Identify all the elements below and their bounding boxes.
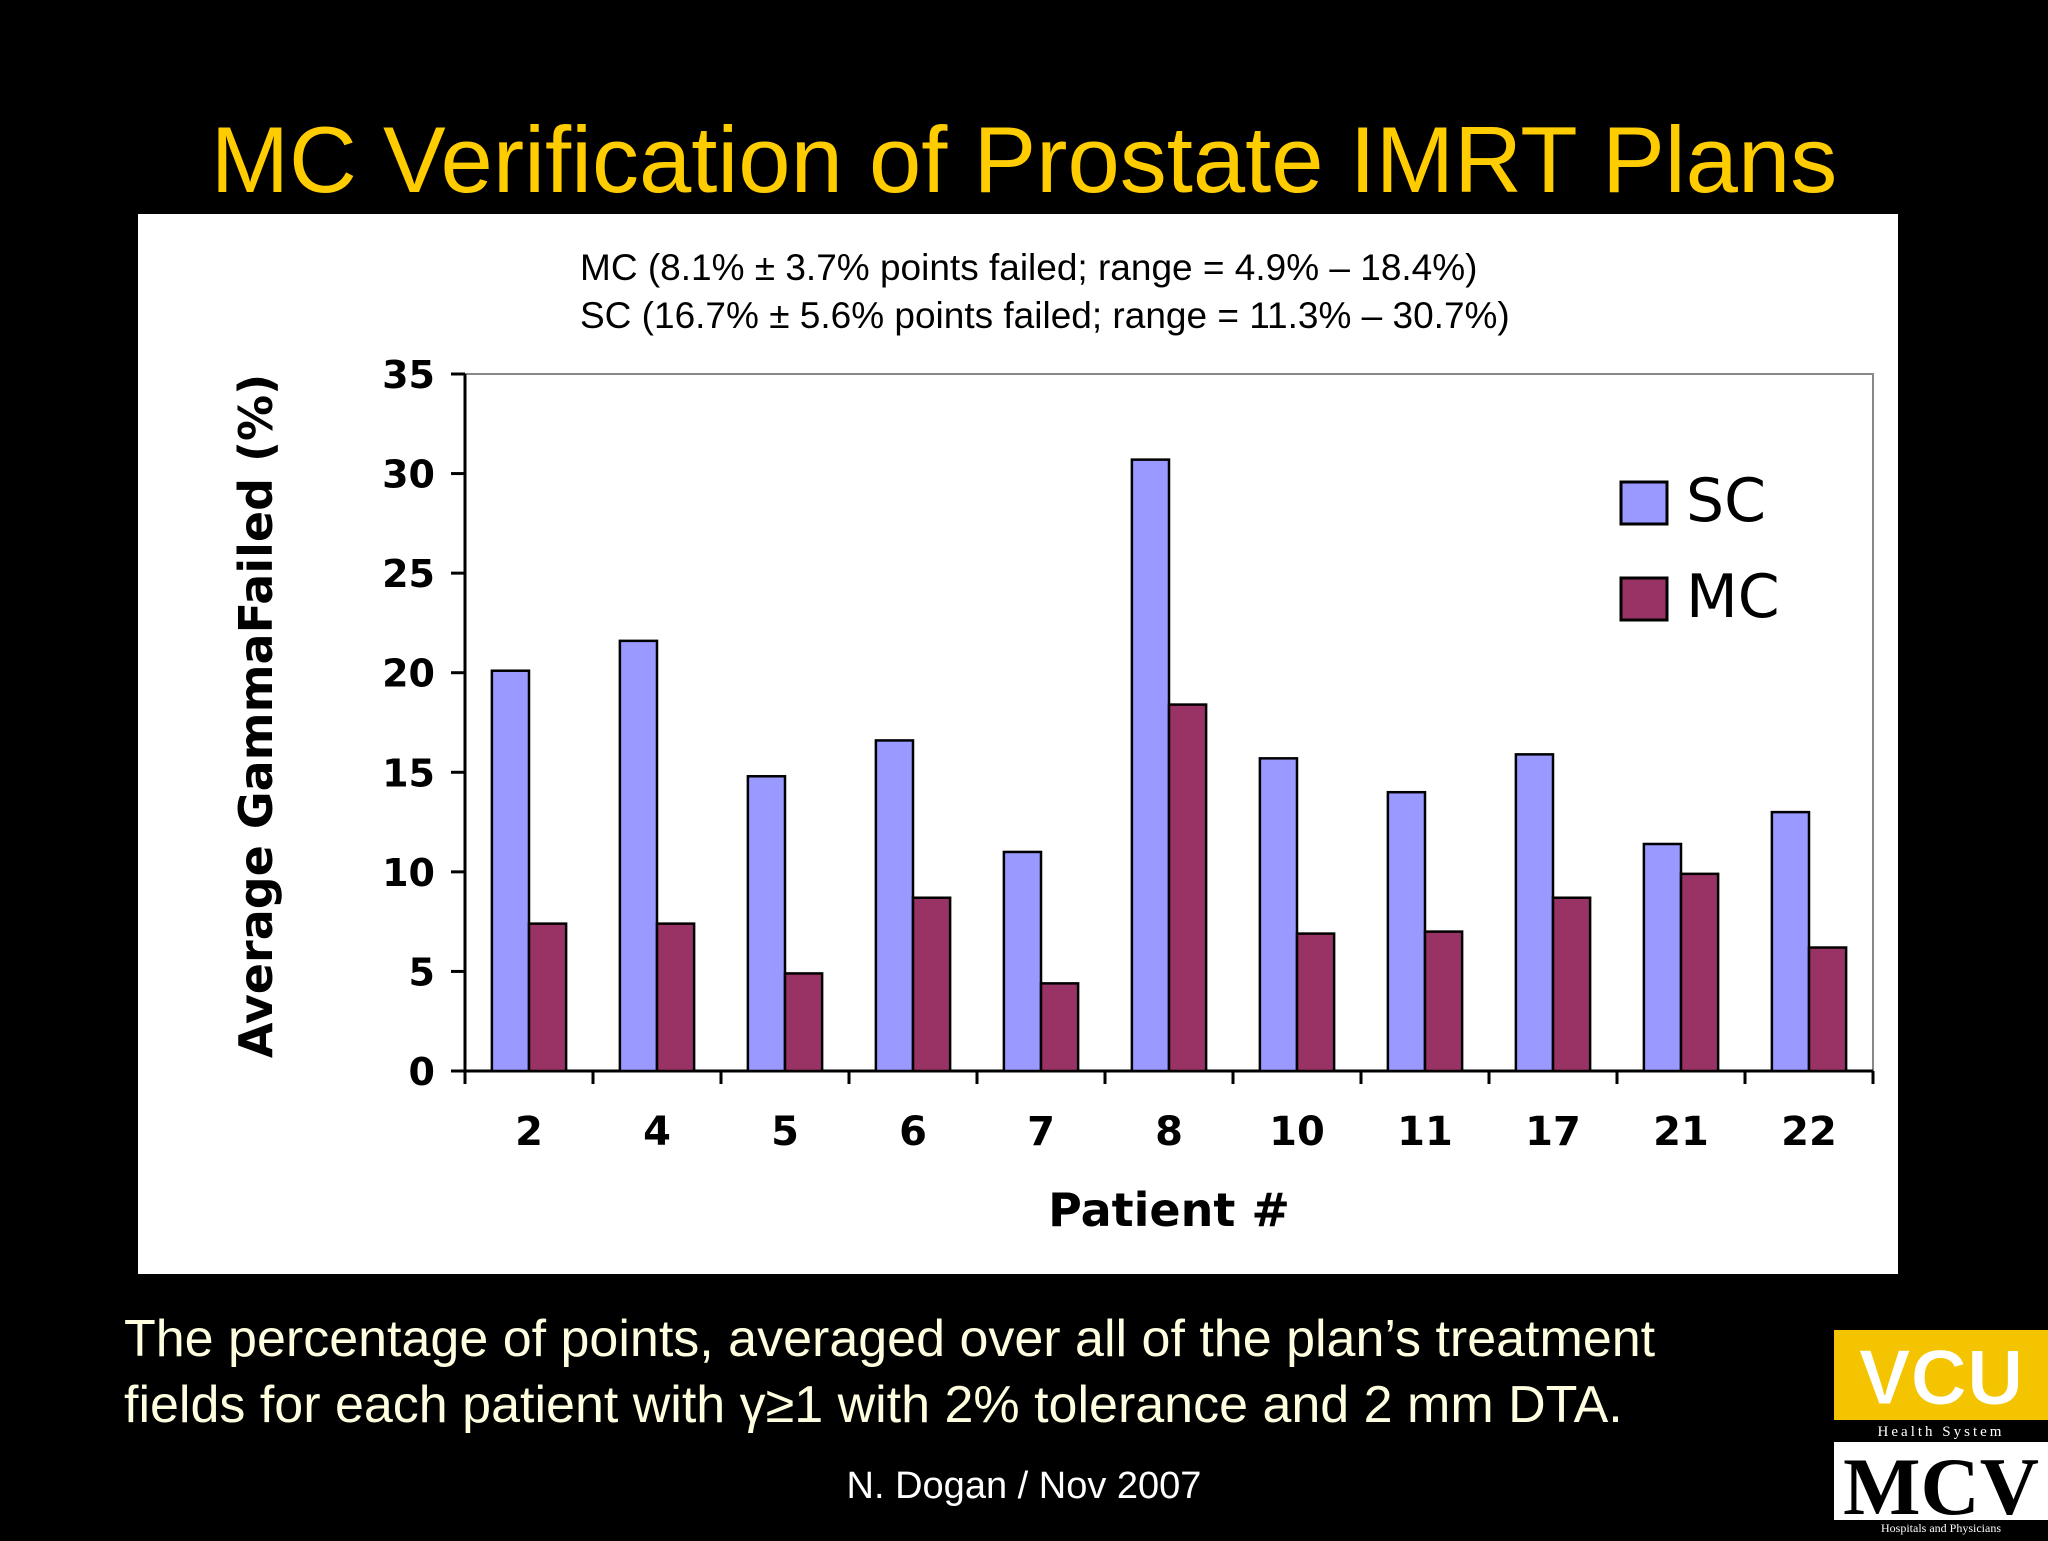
bar-chart: MC (8.1% ± 3.7% points failed; range = 4… (229, 247, 1875, 1237)
vcu-mcv-logo: VCU Health System MCV Hospitals and Phys… (1834, 1330, 2048, 1536)
bar-sc-patient-11 (1386, 790, 1427, 1073)
bar-mc-patient-10 (1295, 932, 1336, 1073)
y-tick-label: 25 (382, 552, 435, 596)
logo-bottom-text: Hospitals and Physicians (1881, 1521, 2001, 1535)
bar-mc-patient-2 (527, 922, 568, 1073)
slide-credit: N. Dogan / Nov 2007 (846, 1465, 1202, 1507)
x-tick-label: 17 (1525, 1109, 1581, 1155)
bar-sc-patient-6 (874, 739, 915, 1073)
bar-sc-patient-5 (746, 775, 787, 1073)
x-tick-label: 21 (1653, 1109, 1709, 1155)
bar-mc-patient-17 (1551, 896, 1592, 1073)
bar-sc-patient-2 (490, 669, 531, 1073)
legend-swatch-mc (1619, 576, 1669, 622)
bar-mc-patient-11 (1423, 930, 1464, 1073)
x-tick-label: 7 (1027, 1109, 1055, 1155)
bar-sc-patient-21 (1642, 842, 1683, 1073)
x-tick-label: 2 (515, 1109, 543, 1155)
y-tick-label: 30 (382, 453, 435, 497)
bar-sc-patient-17 (1514, 753, 1555, 1073)
legend-label-mc: MC (1686, 562, 1780, 632)
chart-annotation-sc: SC (16.7% ± 5.6% points failed; range = … (580, 295, 1510, 336)
slide-caption: The percentage of points, averaged over … (124, 1306, 1824, 1438)
bar-mc-patient-5 (783, 972, 824, 1073)
bar-sc-patient-22 (1770, 810, 1811, 1073)
legend-swatch-sc (1619, 480, 1669, 526)
bar-mc-patient-7 (1039, 982, 1080, 1073)
legend-label-sc: SC (1686, 466, 1766, 536)
bar-mc-patient-4 (655, 922, 696, 1073)
chart-panel: MC (8.1% ± 3.7% points failed; range = 4… (138, 214, 1898, 1274)
y-tick-label: 5 (409, 950, 435, 994)
legend: SC MC (1619, 466, 1780, 632)
x-tick-label: 8 (1155, 1109, 1183, 1155)
y-tick-label: 35 (382, 353, 435, 397)
chart-annotation-mc: MC (8.1% ± 3.7% points failed; range = 4… (580, 247, 1478, 288)
x-ticks: 2 4 5 6 7 8 10 11 17 21 22 (463, 1071, 1875, 1155)
logo-vcu-text: VCU (1859, 1333, 2024, 1421)
logo-band-text: Health System (1878, 1424, 2005, 1440)
x-tick-label: 11 (1397, 1109, 1453, 1155)
x-tick-label: 5 (771, 1109, 799, 1155)
y-tick-label: 0 (409, 1050, 435, 1094)
bar-sc-patient-4 (618, 639, 659, 1073)
x-tick-label: 22 (1781, 1109, 1837, 1155)
slide-title: MC Verification of Prostate IMRT Plans (210, 107, 1838, 212)
x-tick-label: 4 (643, 1109, 671, 1155)
bar-sc-patient-10 (1258, 757, 1299, 1073)
bars (490, 458, 1848, 1073)
caption-line-1: The percentage of points, averaged over … (124, 1310, 1656, 1368)
y-ticks: 0 5 10 15 20 25 30 35 (382, 353, 465, 1094)
bar-mc-patient-6 (911, 896, 952, 1073)
x-axis-label: Patient # (1048, 1183, 1290, 1237)
caption-line-2: fields for each patient with γ≥1 with 2%… (124, 1376, 1623, 1434)
y-tick-label: 15 (382, 751, 435, 795)
bar-mc-patient-22 (1807, 946, 1848, 1073)
bar-sc-patient-8 (1130, 458, 1171, 1073)
x-tick-label: 10 (1269, 1109, 1325, 1155)
x-tick-label: 6 (899, 1109, 927, 1155)
bar-mc-patient-21 (1679, 872, 1720, 1073)
y-axis-label: Average GammaFailed (%) (229, 374, 283, 1058)
y-tick-label: 10 (382, 851, 435, 895)
logo-mcv-text: MCV (1843, 1441, 2039, 1532)
bar-mc-patient-8 (1167, 703, 1208, 1073)
bar-sc-patient-7 (1002, 850, 1043, 1073)
y-tick-label: 20 (382, 652, 435, 696)
